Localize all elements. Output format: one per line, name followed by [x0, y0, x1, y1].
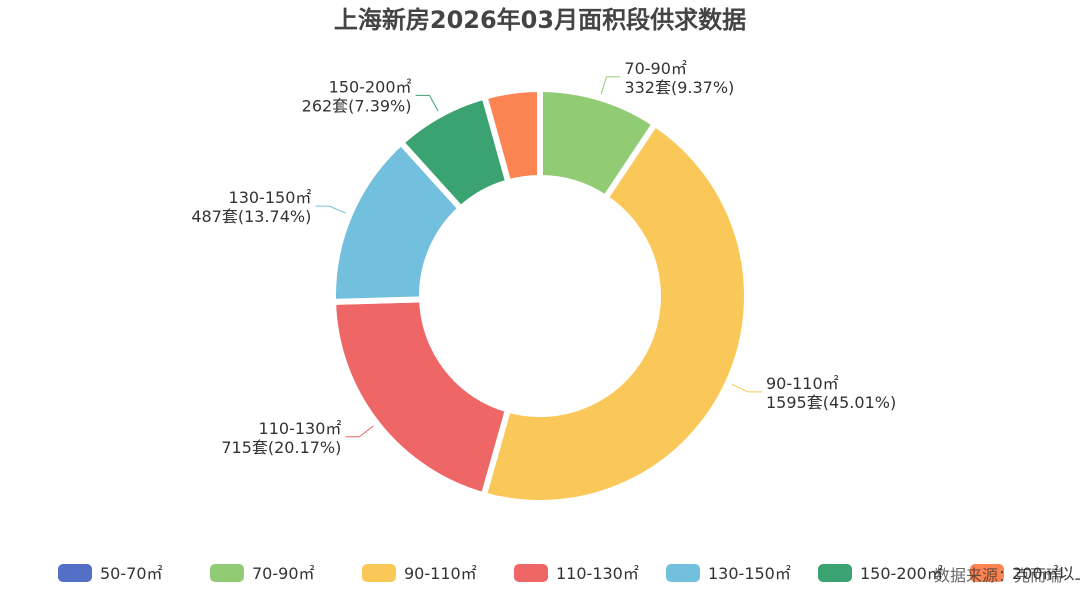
slice-7[interactable]: [481, 86, 543, 186]
leader-line-6: [415, 94, 439, 112]
slice-4[interactable]: [330, 296, 511, 499]
slice-label-range-4: 110-130㎡: [259, 419, 342, 438]
leader-line-3: [731, 383, 762, 393]
slice-label-value-6: 262套(7.39%): [302, 96, 412, 115]
legend-item-2[interactable]: 70-90㎡: [210, 564, 315, 583]
legend-label-1: 50-70㎡: [100, 564, 163, 583]
legend-swatch-7: [970, 564, 1004, 582]
slice-3[interactable]: [480, 120, 750, 506]
chart-title: 上海新房2026年03月面积段供求数据: [334, 6, 746, 34]
slice-label-range-5: 130-150㎡: [229, 188, 312, 207]
legend-item-5[interactable]: 130-150㎡: [666, 564, 791, 583]
legend-item-7[interactable]: 200㎡以上: [970, 564, 1080, 583]
legend-swatch-1: [58, 564, 92, 582]
legend-swatch-5: [666, 564, 700, 582]
legend-swatch-6: [818, 564, 852, 582]
legend-swatch-4: [514, 564, 548, 582]
legend-label-6: 150-200㎡: [860, 564, 943, 583]
legend-swatch-3: [362, 564, 396, 582]
legend-swatch-2: [210, 564, 244, 582]
legend-label-4: 110-130㎡: [556, 564, 639, 583]
slice-label-value-4: 715套(20.17%): [221, 438, 341, 457]
legend-item-4[interactable]: 110-130㎡: [514, 564, 639, 583]
legend-label-5: 130-150㎡: [708, 564, 791, 583]
slices: [330, 86, 750, 506]
legend-label-7: 200㎡以上: [1012, 564, 1080, 583]
slice-label-value-5: 487套(13.74%): [191, 207, 311, 226]
leader-line-4: [345, 425, 374, 438]
legend-item-1[interactable]: 50-70㎡: [58, 564, 163, 583]
watermark: 数据来源：克而瑞: [934, 566, 1063, 585]
legend: 50-70㎡ 70-90㎡ 90-110㎡ 110-130㎡ 130-150㎡ 150-2…: [58, 564, 1080, 583]
slice-label-range-2: 70-90㎡: [624, 59, 687, 78]
legend-label-3: 90-110㎡: [404, 564, 477, 583]
slice-label-range-3: 90-110㎡: [766, 374, 839, 393]
leader-line-5: [315, 205, 347, 214]
legend-item-3[interactable]: 90-110㎡: [362, 564, 477, 583]
slice-label-range-6: 150-200㎡: [329, 77, 412, 96]
slice-label-value-3: 1595套(45.01%): [766, 393, 896, 412]
leader-line-2: [600, 76, 621, 95]
slice-label-value-2: 332套(9.37%): [624, 78, 734, 97]
legend-label-2: 70-90㎡: [252, 564, 315, 583]
legend-item-6[interactable]: 150-200㎡: [818, 564, 943, 583]
